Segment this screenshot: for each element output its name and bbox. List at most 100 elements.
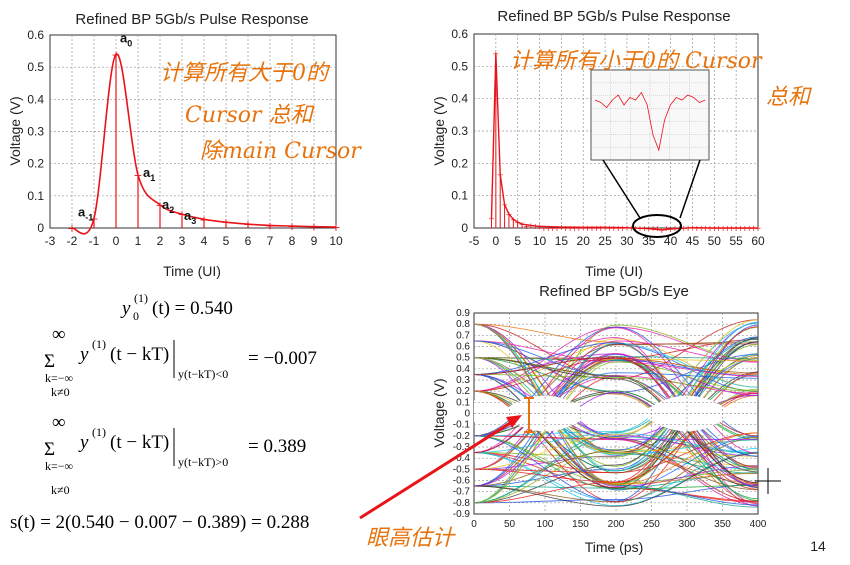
y-tick-label: -0.1 [453,420,471,431]
x-tick-label: 10 [329,234,343,248]
data-point: + [571,224,578,233]
y-tick-label: 0 [461,221,468,235]
x-tick-label: 10 [533,234,547,248]
eq2-sup: (1) [92,337,106,351]
cursor-label: a1 [143,165,155,183]
data-point: + [545,224,552,233]
y-tick-label: -0.3 [453,442,471,453]
data-point: + [567,224,574,233]
data-point: + [728,224,735,233]
chart1-xlabel: Time (UI) [163,263,221,279]
chart3-ylabel: Voltage (V) [431,378,447,447]
x-tick-label: -1 [89,234,100,248]
x-tick-label: 9 [311,234,318,248]
x-tick-label: 4 [201,234,208,248]
y-tick-label: 0.7 [456,330,470,341]
x-tick-label: 0 [493,234,500,248]
data-point: + [510,215,517,224]
y-tick-label: -0.6 [453,476,471,487]
data-point: + [659,226,666,235]
data-point: + [606,224,613,233]
x-tick-label: 0 [471,519,477,530]
chart2-title: Refined BP 5Gb/s Pulse Response [497,8,730,25]
y-tick-label: 0.5 [456,353,470,364]
cursor-label: a2 [162,197,174,215]
data-point: + [742,224,749,233]
data-point: + [711,224,718,233]
y-tick-label: -0.8 [453,498,471,509]
x-tick-label: 150 [572,519,589,530]
data-point: + [177,208,186,221]
y-tick-label: -0.7 [453,487,471,498]
eq2-sum-bottom2: k≠0 [51,385,70,399]
data-point: + [733,224,740,233]
x-tick-label: 1 [135,234,142,248]
x-tick-label: 350 [714,519,731,530]
chart2-x-ticks: -5 0 5 10 15 20 25 30 35 40 45 50 55 60 [469,234,765,248]
data-point: + [133,169,142,182]
data-point: + [672,224,679,233]
page-number: 14 [810,538,826,554]
y-tick-label: 0.9 [456,308,470,319]
data-point: + [624,224,631,233]
data-point: + [715,224,722,233]
x-tick-label: 7 [267,234,274,248]
eq3-sup: (1) [92,425,106,439]
eq2-cond: y(t−kT)<0 [178,367,228,381]
data-point: + [654,224,661,233]
data-point: + [628,224,635,233]
y-tick-label: 0.6 [456,342,470,353]
cursor-label: a3 [184,208,196,226]
data-point: + [67,222,76,235]
data-point: + [497,171,504,180]
chart3-title: Refined BP 5Gb/s Eye [539,283,689,300]
data-point: + [558,223,565,232]
data-point: + [632,224,639,233]
cursor-label: a0 [120,30,132,48]
y-tick-label: 0.3 [27,125,44,139]
data-point: + [536,222,543,231]
x-tick-label: 6 [245,234,252,248]
x-tick-label: 400 [750,519,767,530]
y-tick-label: 0.1 [451,189,468,203]
data-point: + [637,224,644,233]
chart1-x-ticks: -3 -2 -1 0 1 2 3 4 5 6 7 8 9 10 [45,234,343,248]
eq2-sum-top: ∞ [52,324,66,345]
chart1-stems [93,54,337,228]
data-point: + [309,221,318,234]
chart2-points: ++++++++++++++++++++++++++++++++++++++++… [488,49,761,235]
x-tick-label: 250 [643,519,660,530]
chart2-xlabel: Time (UI) [585,263,643,279]
equations: y (1) 0 (t) = 0.540 ∞ Σ k=−∞ k≠0 y (1) (… [10,291,317,533]
data-point: + [562,224,569,233]
x-tick-label: 50 [708,234,722,248]
data-point: + [702,224,709,233]
eq3-sum-bottom2: k≠0 [51,483,70,497]
x-tick-label: 60 [751,234,765,248]
data-point: + [737,224,744,233]
y-tick-label: -0.2 [453,431,471,442]
y-tick-label: 0.3 [451,124,468,138]
data-point: + [750,224,757,233]
x-tick-label: 200 [608,519,625,530]
eq1-y: y [120,298,131,319]
data-point: + [519,220,526,229]
data-point: + [514,218,521,227]
y-tick-label: 0.1 [456,397,470,408]
y-tick-label: 0.8 [456,319,470,330]
data-point: + [724,224,731,233]
data-point: + [641,224,648,233]
data-point: + [610,224,617,233]
data-point: + [488,214,495,223]
data-point: + [89,212,98,225]
y-tick-label: 0.6 [451,27,468,41]
chart1-points: + + + + + + + + + + + + + [67,48,340,235]
y-tick-label: -0.9 [453,509,471,520]
data-point: + [746,224,753,233]
eq3-sigma: Σ [44,439,55,460]
data-point: + [602,223,609,232]
data-point: + [111,48,120,61]
data-point: + [693,224,700,233]
eq3-rhs: = 0.389 [248,436,306,457]
y-tick-label: 0.2 [451,156,468,170]
